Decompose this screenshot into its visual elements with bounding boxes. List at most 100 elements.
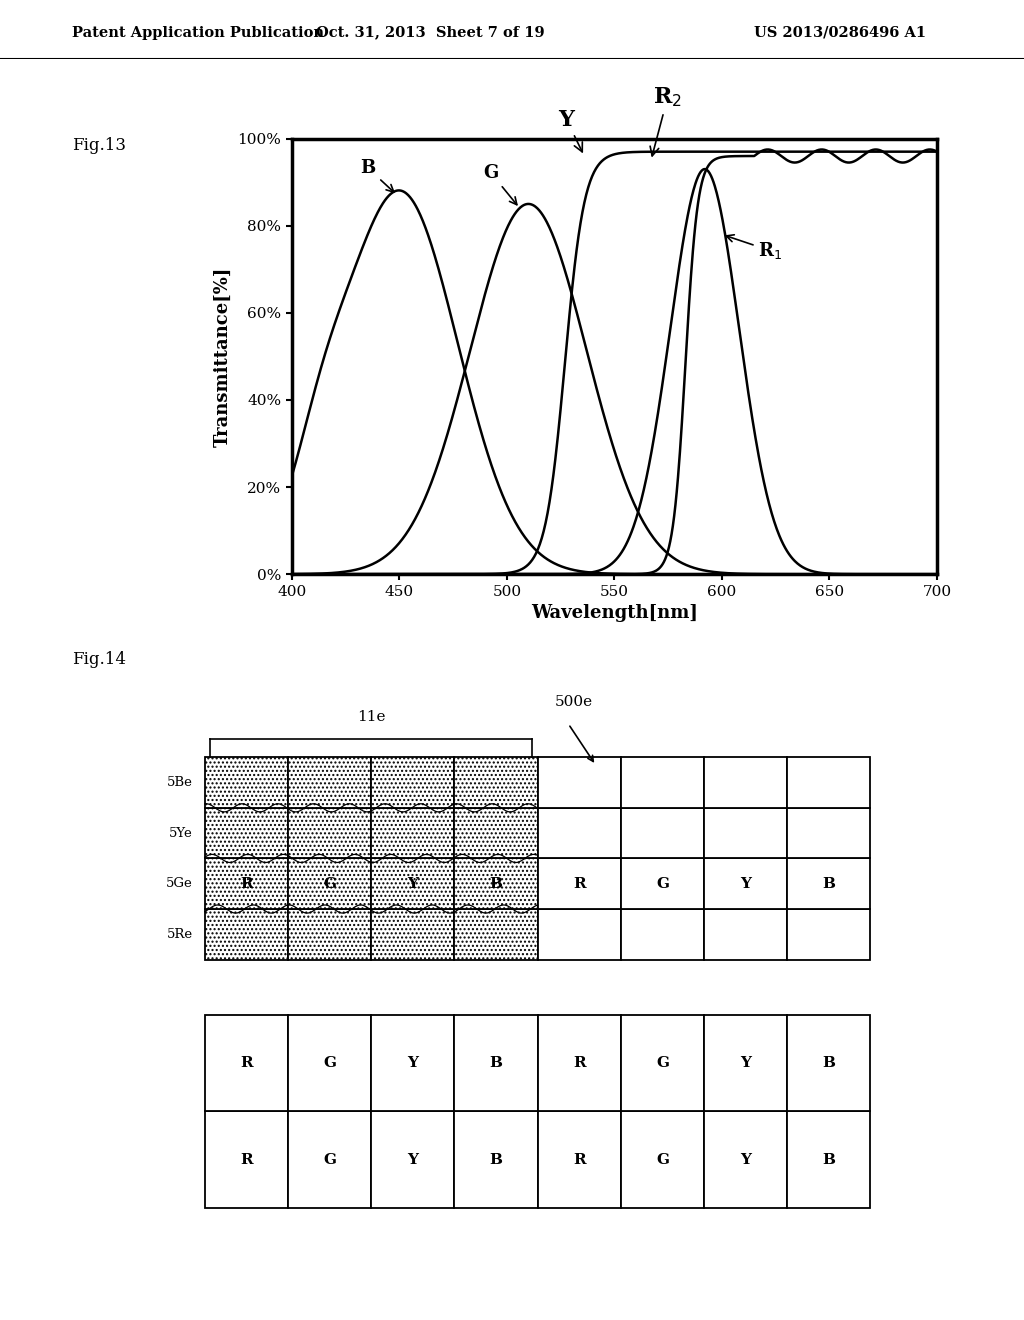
- Bar: [455, 1015, 538, 1111]
- Text: G: G: [656, 1056, 669, 1071]
- Text: G: G: [324, 1056, 336, 1071]
- Text: Y: Y: [558, 108, 583, 152]
- Text: Y: Y: [740, 1056, 751, 1071]
- Text: B: B: [489, 876, 503, 891]
- Bar: [288, 858, 371, 909]
- Bar: [372, 909, 455, 960]
- Bar: [705, 758, 787, 808]
- Text: Y: Y: [408, 876, 418, 891]
- Bar: [621, 1111, 705, 1208]
- Bar: [455, 758, 538, 808]
- Bar: [205, 758, 288, 808]
- Bar: [288, 758, 371, 808]
- Bar: [205, 858, 288, 909]
- Bar: [288, 758, 371, 808]
- Text: 5Ye: 5Ye: [169, 826, 193, 840]
- Text: G: G: [656, 1152, 669, 1167]
- Text: B: B: [822, 1056, 836, 1071]
- Bar: [538, 1015, 621, 1111]
- Bar: [538, 858, 621, 909]
- Bar: [538, 758, 621, 808]
- Bar: [621, 909, 705, 960]
- Bar: [621, 808, 705, 858]
- Text: Patent Application Publication: Patent Application Publication: [72, 25, 324, 40]
- Text: Y: Y: [408, 1152, 418, 1167]
- Bar: [787, 1111, 870, 1208]
- Text: R: R: [572, 876, 586, 891]
- Bar: [288, 1111, 371, 1208]
- Text: Fig.13: Fig.13: [72, 137, 126, 153]
- Bar: [288, 808, 371, 858]
- Bar: [372, 1111, 455, 1208]
- Bar: [621, 858, 705, 909]
- Text: 5Be: 5Be: [167, 776, 193, 789]
- Bar: [372, 808, 455, 858]
- Bar: [205, 758, 288, 808]
- Bar: [621, 758, 705, 808]
- Text: 11e: 11e: [357, 710, 385, 723]
- Bar: [205, 909, 288, 960]
- Text: US 2013/0286496 A1: US 2013/0286496 A1: [754, 25, 926, 40]
- Bar: [205, 909, 288, 960]
- Y-axis label: Transmittance[%]: Transmittance[%]: [214, 267, 232, 446]
- Bar: [455, 909, 538, 960]
- Text: R: R: [240, 876, 253, 891]
- Bar: [538, 1111, 621, 1208]
- Text: R: R: [572, 1152, 586, 1167]
- Text: B: B: [822, 1152, 836, 1167]
- Text: G: G: [656, 876, 669, 891]
- Bar: [205, 1015, 288, 1111]
- Text: Y: Y: [408, 1056, 418, 1071]
- Bar: [372, 909, 455, 960]
- Bar: [288, 909, 371, 960]
- Bar: [538, 909, 621, 960]
- Text: 500e: 500e: [554, 694, 593, 709]
- Bar: [455, 858, 538, 909]
- Bar: [205, 1111, 288, 1208]
- Bar: [455, 858, 538, 909]
- Bar: [205, 808, 288, 858]
- Bar: [621, 1015, 705, 1111]
- Text: G: G: [324, 876, 336, 891]
- Bar: [705, 1015, 787, 1111]
- Bar: [372, 758, 455, 808]
- Bar: [372, 858, 455, 909]
- Text: R: R: [240, 1056, 253, 1071]
- Bar: [455, 1111, 538, 1208]
- Text: B: B: [489, 1152, 503, 1167]
- Text: Y: Y: [740, 1152, 751, 1167]
- Bar: [455, 758, 538, 808]
- Bar: [705, 1111, 787, 1208]
- Bar: [787, 858, 870, 909]
- Text: B: B: [360, 160, 394, 193]
- Bar: [538, 808, 621, 858]
- Text: B: B: [822, 876, 836, 891]
- Bar: [455, 808, 538, 858]
- Text: R: R: [240, 1152, 253, 1167]
- Text: 5Re: 5Re: [166, 928, 193, 941]
- Bar: [372, 858, 455, 909]
- Text: Oct. 31, 2013  Sheet 7 of 19: Oct. 31, 2013 Sheet 7 of 19: [315, 25, 545, 40]
- Text: B: B: [489, 1056, 503, 1071]
- Bar: [288, 909, 371, 960]
- Bar: [372, 1015, 455, 1111]
- Text: G: G: [483, 164, 517, 205]
- Bar: [705, 808, 787, 858]
- X-axis label: Wavelength[nm]: Wavelength[nm]: [531, 605, 697, 622]
- Text: R: R: [572, 1056, 586, 1071]
- Bar: [787, 909, 870, 960]
- Bar: [455, 808, 538, 858]
- Bar: [372, 758, 455, 808]
- Bar: [288, 808, 371, 858]
- Text: R$_1$: R$_1$: [726, 235, 782, 261]
- Bar: [787, 758, 870, 808]
- Text: R$_2$: R$_2$: [650, 86, 682, 156]
- Bar: [372, 808, 455, 858]
- Bar: [288, 858, 371, 909]
- Text: 5Ge: 5Ge: [166, 878, 193, 890]
- Text: G: G: [324, 1152, 336, 1167]
- Bar: [455, 909, 538, 960]
- Bar: [787, 808, 870, 858]
- Bar: [705, 909, 787, 960]
- Bar: [205, 808, 288, 858]
